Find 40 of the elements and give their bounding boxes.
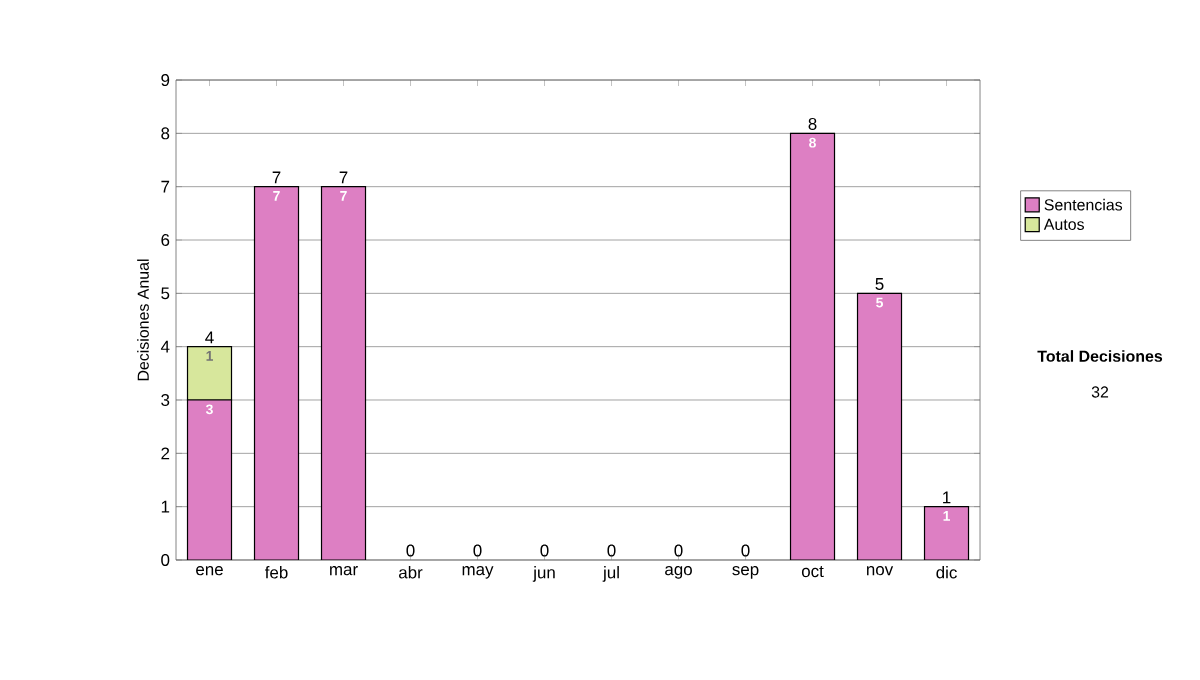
x-tick-label: jul xyxy=(602,566,619,582)
bar xyxy=(320,186,367,560)
bar xyxy=(186,399,233,560)
y-tick-label: 6 xyxy=(161,234,170,246)
x-tick-label: sep xyxy=(732,566,759,579)
x-tick-label: ago xyxy=(665,566,692,579)
bar xyxy=(789,132,836,560)
bar xyxy=(923,506,970,560)
total-label: 4 xyxy=(205,331,214,344)
total-label: 0 xyxy=(540,544,549,557)
bar xyxy=(856,292,903,560)
total-label: 0 xyxy=(674,544,683,557)
x-tick-label: feb xyxy=(264,566,288,579)
total-label: 5 xyxy=(875,278,884,290)
bar xyxy=(253,186,300,560)
x-tick-label: jun xyxy=(532,566,555,582)
x-tick-label: mar xyxy=(330,566,358,576)
y-tick-label: 1 xyxy=(161,500,170,513)
total-label: 0 xyxy=(741,544,750,557)
total-label: 8 xyxy=(808,117,817,130)
y-tick-label: 8 xyxy=(161,127,170,140)
y-tick-label: 3 xyxy=(161,394,170,406)
y-tick-label: 7 xyxy=(161,180,170,193)
y-tick-label: 9 xyxy=(161,74,170,86)
total-label: 0 xyxy=(406,544,415,557)
x-tick-label: oct xyxy=(801,566,824,578)
x-tick-label: may xyxy=(462,566,494,579)
x-tick-label: dic xyxy=(936,566,957,579)
x-tick-label: abr xyxy=(398,566,423,579)
y-tick-label: 5 xyxy=(161,287,170,300)
total-label: 7 xyxy=(272,171,281,184)
x-tick-label: nov xyxy=(866,566,894,576)
x-tick-label: ene xyxy=(196,566,223,576)
y-tick-label: 2 xyxy=(161,447,170,460)
total-label: 0 xyxy=(607,544,616,557)
y-tick-label: 0 xyxy=(161,554,170,566)
total-label: 1 xyxy=(943,491,951,504)
y-tick-label: 4 xyxy=(160,340,170,353)
total-label: 7 xyxy=(339,171,348,184)
total-label: 0 xyxy=(473,544,482,557)
